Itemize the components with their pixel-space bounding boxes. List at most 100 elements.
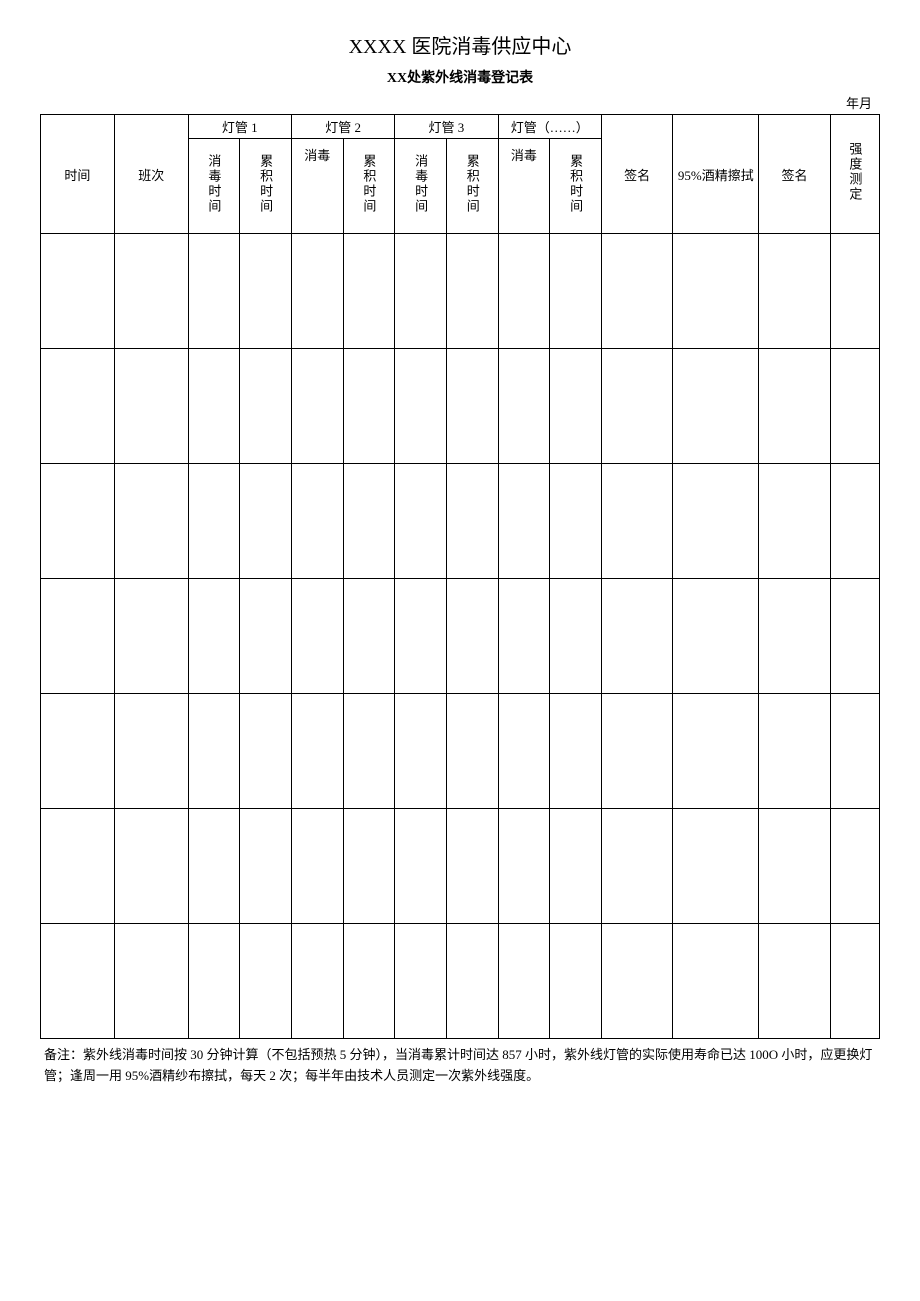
table-cell [343,694,395,809]
table-cell [395,924,447,1039]
table-row [41,349,880,464]
table-cell [114,464,188,579]
table-cell [601,809,672,924]
table-row [41,694,880,809]
table-cell [114,579,188,694]
table-cell [395,809,447,924]
table-cell [673,694,759,809]
col-sub-accum-time-3: 累积时间 [446,139,498,234]
table-cell [759,349,830,464]
table-cell [498,694,550,809]
table-cell [830,809,879,924]
table-row [41,579,880,694]
table-cell [291,579,343,694]
table-cell [601,349,672,464]
table-cell [830,464,879,579]
table-cell [41,579,115,694]
table-cell [114,694,188,809]
table-cell [673,579,759,694]
table-cell [830,349,879,464]
disinfection-table: 时间 班次 灯管 1 灯管 2 灯管 3 灯管（……） 签名 95%酒精擦拭 签… [40,114,880,1039]
col-sub-accum-time-2: 累积时间 [343,139,395,234]
table-cell [446,349,498,464]
table-cell [188,349,240,464]
table-cell [291,809,343,924]
notes-text: 备注：紫外线消毒时间按 30 分钟计算（不包括预热 5 分钟），当消毒累计时间达… [40,1045,880,1087]
date-label: 年月 [40,93,880,112]
table-cell [601,464,672,579]
table-cell [759,234,830,349]
table-body [41,234,880,1039]
table-cell [673,464,759,579]
table-cell [498,579,550,694]
col-sub-disinfect-2: 消毒 [291,139,343,234]
col-header-alcohol: 95%酒精擦拭 [673,115,759,234]
table-cell [41,349,115,464]
table-cell [188,924,240,1039]
table-cell [830,924,879,1039]
table-cell [550,809,602,924]
table-cell [114,809,188,924]
table-cell [673,349,759,464]
table-cell [830,234,879,349]
table-cell [240,694,292,809]
col-header-lamp2: 灯管 2 [291,115,394,139]
col-header-shift: 班次 [114,115,188,234]
table-cell [41,234,115,349]
col-header-lamp-more: 灯管（……） [498,115,601,139]
table-cell [550,464,602,579]
col-header-sign2: 签名 [759,115,830,234]
table-cell [41,809,115,924]
table-cell [41,464,115,579]
table-cell [601,694,672,809]
table-cell [498,809,550,924]
table-cell [446,234,498,349]
table-cell [550,234,602,349]
table-cell [41,924,115,1039]
table-cell [240,234,292,349]
table-cell [343,349,395,464]
table-cell [343,464,395,579]
table-cell [240,464,292,579]
table-cell [291,349,343,464]
table-cell [446,694,498,809]
table-cell [673,924,759,1039]
table-row [41,809,880,924]
table-cell [601,234,672,349]
table-cell [759,809,830,924]
table-cell [240,349,292,464]
table-cell [291,694,343,809]
table-cell [601,924,672,1039]
table-cell [395,349,447,464]
col-header-time: 时间 [41,115,115,234]
table-cell [240,579,292,694]
table-cell [830,694,879,809]
table-cell [759,579,830,694]
table-cell [395,234,447,349]
table-cell [498,464,550,579]
col-sub-disinfect-time-3: 消毒时间 [395,139,447,234]
table-cell [291,924,343,1039]
table-cell [550,694,602,809]
table-cell [291,234,343,349]
table-cell [498,349,550,464]
col-header-sign: 签名 [601,115,672,234]
page-title: XXXX 医院消毒供应中心 [40,30,880,59]
col-header-lamp1: 灯管 1 [188,115,291,139]
table-cell [188,809,240,924]
table-cell [240,809,292,924]
table-cell [114,234,188,349]
col-header-intensity: 强度测定 [830,115,879,234]
table-cell [550,579,602,694]
table-cell [188,234,240,349]
table-row [41,924,880,1039]
table-cell [395,694,447,809]
table-cell [395,579,447,694]
col-sub-disinfect-time-1: 消毒时间 [188,139,240,234]
table-cell [550,349,602,464]
col-header-lamp3: 灯管 3 [395,115,498,139]
table-cell [550,924,602,1039]
table-cell [446,809,498,924]
table-cell [291,464,343,579]
table-cell [240,924,292,1039]
